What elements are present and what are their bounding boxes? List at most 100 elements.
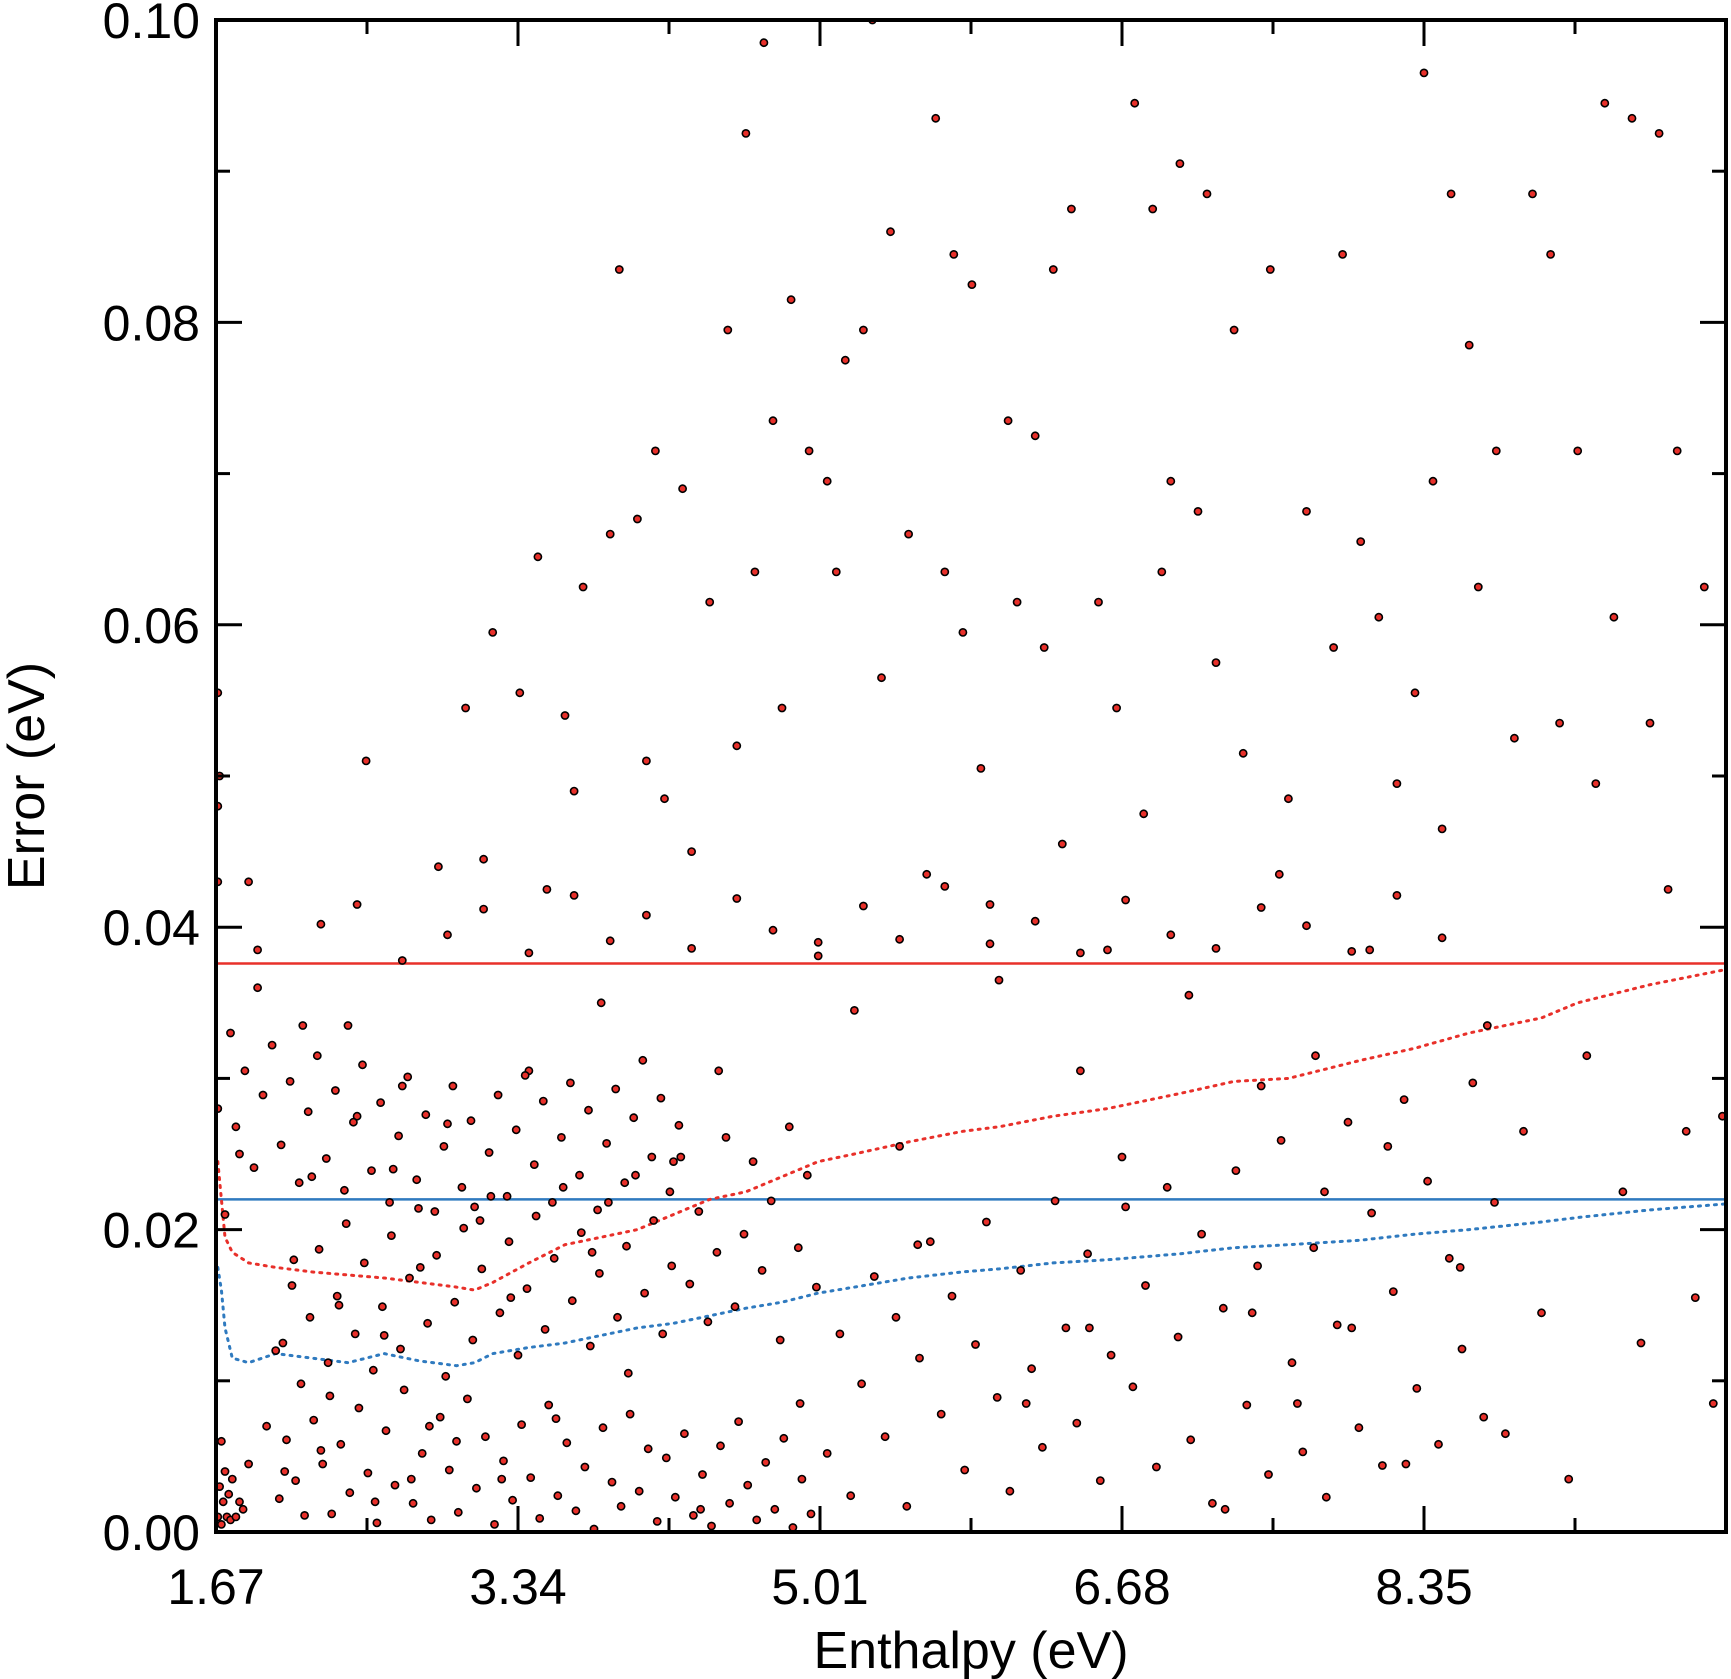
scatter-point: [750, 567, 760, 577]
scatter-point: [1378, 1461, 1387, 1470]
scatter-point: [859, 901, 868, 911]
scatter-point: [1392, 779, 1402, 788]
scatter-point: [734, 1417, 743, 1426]
scatter-point: [477, 1264, 487, 1274]
scatter-point: [902, 1501, 912, 1511]
scatter-point: [1186, 1435, 1196, 1445]
scatter-point: [915, 1353, 924, 1363]
scatter-point: [1048, 265, 1058, 274]
scatter-point: [542, 885, 552, 894]
scatter-point: [1208, 1498, 1217, 1508]
scatter-point: [669, 1157, 678, 1166]
scatter-point: [1256, 903, 1266, 912]
scatter-point: [813, 951, 823, 961]
scatter-point: [249, 1163, 259, 1172]
scatter-point: [553, 1491, 563, 1501]
scatter-point: [1437, 824, 1447, 834]
scatter-point: [439, 1142, 449, 1151]
scatter-point: [678, 484, 687, 494]
scatter-point: [846, 1491, 856, 1501]
scatter-point: [578, 582, 588, 592]
scatter-point: [484, 1148, 494, 1157]
scatter-point: [511, 1125, 521, 1135]
scatter-point: [739, 1229, 749, 1239]
scatter-point: [687, 944, 696, 953]
scatter-point: [258, 1090, 268, 1100]
scatter-point: [743, 1480, 753, 1490]
scatter-point: [680, 1429, 689, 1439]
scatter-point: [1121, 895, 1130, 905]
scatter-point: [1356, 537, 1366, 546]
scatter-point: [967, 280, 977, 289]
dotted-line-series-0: [216, 968, 1726, 1292]
scatter-point: [575, 1170, 584, 1180]
scatter-point: [1437, 933, 1447, 943]
scatter-point: [569, 891, 579, 900]
scatter-point: [1112, 703, 1121, 713]
scatter-point: [1276, 1136, 1286, 1145]
scatter-point: [748, 1157, 758, 1166]
scatter-point: [421, 1110, 431, 1120]
scatter-point: [759, 38, 769, 48]
scatter-point: [904, 529, 913, 539]
scatter-point: [450, 1297, 460, 1307]
scatter-point: [522, 1284, 532, 1293]
scatter-point: [1117, 1152, 1127, 1162]
scatter-point: [312, 1051, 322, 1061]
x-tick-label: 8.35: [1375, 1559, 1472, 1615]
scatter-point: [343, 1021, 353, 1030]
scatter-point: [558, 1182, 568, 1192]
scatter-point: [1690, 1293, 1700, 1302]
scatter-point: [1457, 1344, 1467, 1354]
scatter-point: [1332, 1320, 1342, 1330]
scatter-point: [399, 1385, 409, 1395]
scatter-point: [363, 1468, 373, 1478]
scatter-point: [768, 416, 778, 426]
scatter-point: [605, 936, 615, 946]
scatter-point: [423, 1318, 432, 1328]
scatter-point: [958, 628, 968, 637]
scatter-point: [649, 1216, 658, 1225]
scatter-point: [323, 1358, 333, 1368]
scatter-point: [651, 446, 660, 456]
scatter-point: [441, 1371, 451, 1381]
scatter-point: [372, 1518, 382, 1528]
scatter-point: [638, 1055, 648, 1065]
scatter-point: [1365, 945, 1375, 955]
scatter-point: [414, 1204, 423, 1213]
scatter-point: [544, 1400, 554, 1410]
scatter-point: [985, 939, 995, 949]
scatter-point: [361, 756, 371, 766]
scatter-point: [1265, 265, 1275, 274]
scatter-point: [576, 1228, 586, 1237]
scatter-point: [305, 1312, 315, 1322]
scatter-point: [274, 1494, 284, 1504]
scatter-point: [775, 1335, 785, 1345]
scatter-point: [1446, 189, 1456, 199]
scatter-point: [359, 1258, 369, 1268]
scatter-point: [1106, 1350, 1116, 1360]
scatter-point: [336, 1439, 346, 1449]
scatter-point: [220, 1210, 230, 1219]
scatter-point: [620, 1178, 630, 1188]
scatter-point: [1012, 597, 1022, 607]
y-tick-label: 0.00: [103, 1505, 200, 1561]
scatter-point: [1699, 582, 1709, 592]
scatter-point: [385, 1198, 394, 1207]
scatter-point: [1419, 68, 1429, 78]
x-tick-label: 1.67: [167, 1559, 264, 1615]
scatter-point: [231, 1122, 241, 1132]
scatter-point: [936, 1409, 946, 1419]
scatter-point: [643, 1444, 653, 1454]
scatter-point: [1162, 1182, 1172, 1192]
scatter-point: [1030, 431, 1040, 441]
scatter-point: [585, 1341, 595, 1351]
scatter-points: [216, 20, 1726, 1532]
scatter-point: [453, 1507, 463, 1517]
scatter-point: [812, 1282, 821, 1292]
scatter-point: [1412, 1384, 1422, 1393]
scatter-point: [1582, 1051, 1592, 1061]
scatter-point: [1030, 916, 1040, 926]
scatter-point: [707, 1521, 716, 1531]
scatter-point: [696, 1504, 705, 1514]
